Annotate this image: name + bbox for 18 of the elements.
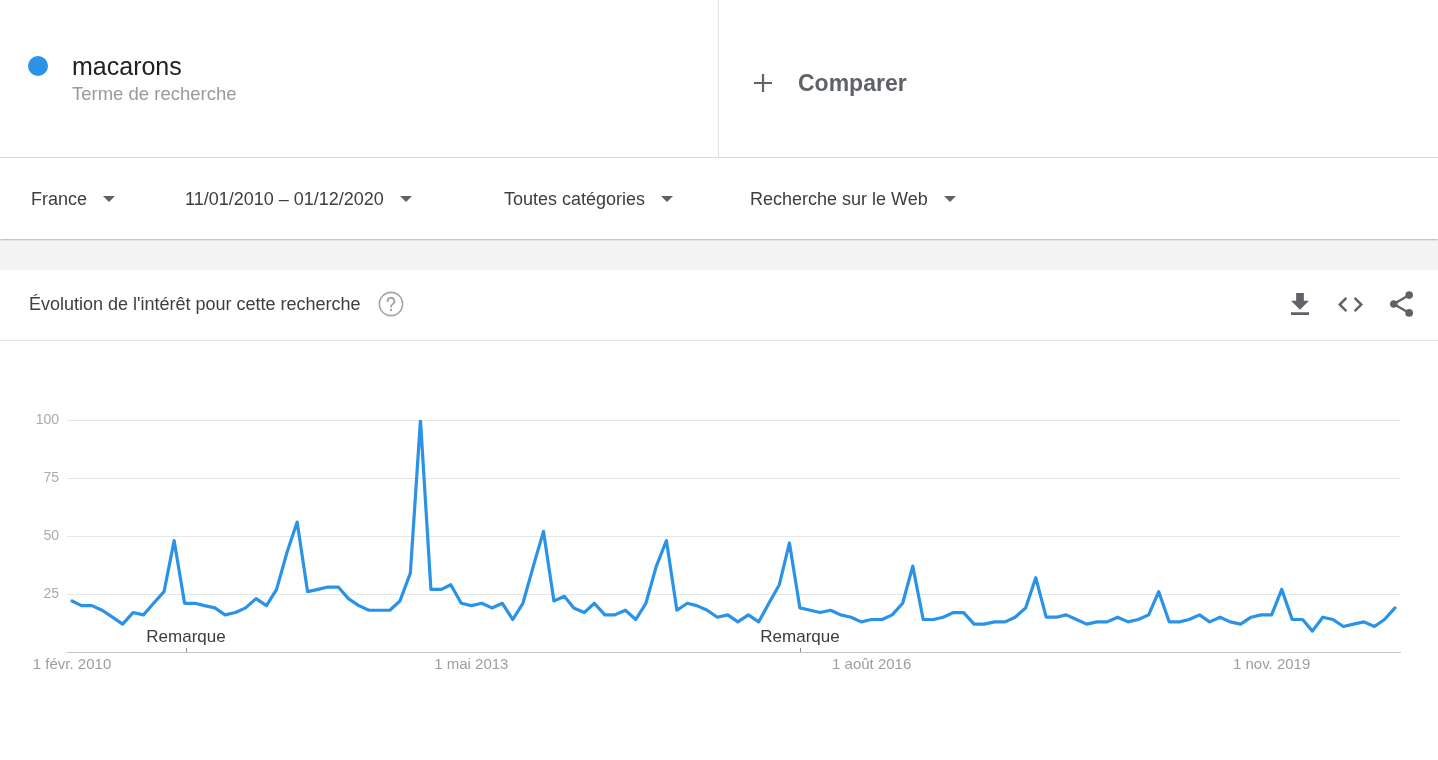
y-tick-label: 75 (43, 468, 60, 485)
text: Recherche sur le Web (750, 188, 928, 210)
chart-title: Évolution de l'intérêt pour cette recherche (29, 293, 361, 315)
y-tick-label: 50 (43, 526, 60, 543)
x-tick-label: 1 nov. 2019 (1232, 655, 1311, 673)
x-tick-label: 1 févr. 2010 (32, 655, 112, 673)
text: France (31, 188, 88, 210)
x-tick-label: 1 août 2016 (832, 655, 912, 673)
annotation: Remarque (760, 627, 840, 646)
legend-label: macarons (72, 51, 182, 81)
text: 11/01/2010 – 01/12/2020 (185, 188, 384, 210)
y-tick-label: 25 (43, 584, 60, 601)
text: Comparer (798, 69, 907, 97)
x-tick-label: 1 mai 2013 (434, 655, 509, 673)
text: Terme de recherche (72, 83, 237, 105)
annotation: Remarque (146, 627, 226, 646)
text: Toutes catégories (504, 188, 646, 210)
y-tick-label: 100 (35, 410, 60, 427)
